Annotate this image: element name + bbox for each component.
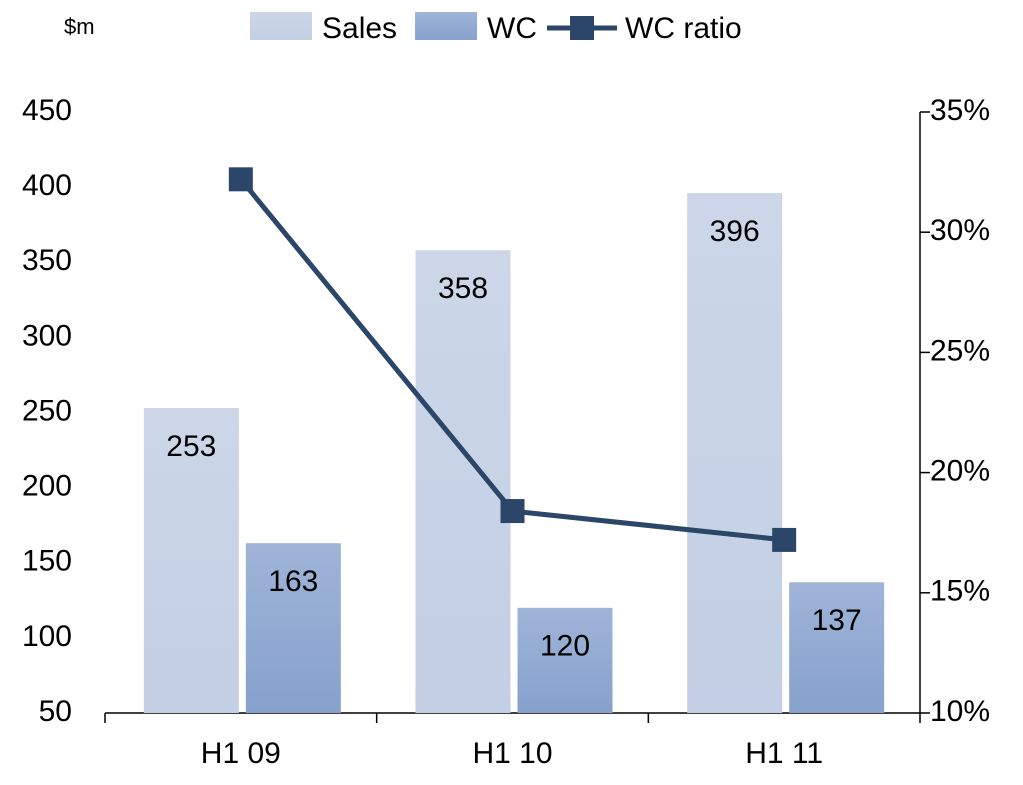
y-axis-label: $m [64,14,95,39]
y-tick-label: 100 [22,620,72,653]
y-tick-label: 250 [22,394,72,427]
y-tick-label: 150 [22,545,72,578]
y2-tick-label: 30% [930,214,990,247]
legend-label: Sales [322,12,397,45]
x-tick-label: H1 11 [745,737,823,770]
legend-swatch [250,12,312,40]
bar [245,543,341,713]
y-tick-label: 200 [22,470,72,503]
y2-tick-label: 10% [930,695,990,728]
bar [687,193,783,713]
x-tick-label: H1 09 [201,737,281,770]
data-label: 120 [540,630,590,663]
bar [789,582,885,713]
data-label: 358 [438,272,488,305]
y-tick-label: 450 [22,94,72,127]
y-tick-label: 300 [22,319,72,352]
bar [415,250,511,714]
data-label: 163 [268,565,318,598]
data-label: 396 [710,215,760,248]
bar [517,607,613,713]
y2-tick-label: 25% [930,334,990,367]
line-marker [228,167,253,192]
x-tick-label: H1 10 [472,737,552,770]
legend-swatch [415,12,478,40]
line-marker [500,499,525,524]
y2-tick-label: 35% [930,94,990,127]
legend-marker [570,16,595,40]
y-tick-label: 400 [22,169,72,202]
legend-label: WC ratio [625,12,742,45]
y2-tick-label: 20% [930,455,990,488]
data-label: 137 [812,604,862,637]
line-marker [772,527,797,552]
y2-tick-label: 15% [930,575,990,608]
y-tick-label: 50 [39,695,72,728]
legend-label: WC [487,12,537,45]
bar [143,407,239,713]
data-label: 253 [166,430,216,463]
y-tick-label: 350 [22,244,72,277]
